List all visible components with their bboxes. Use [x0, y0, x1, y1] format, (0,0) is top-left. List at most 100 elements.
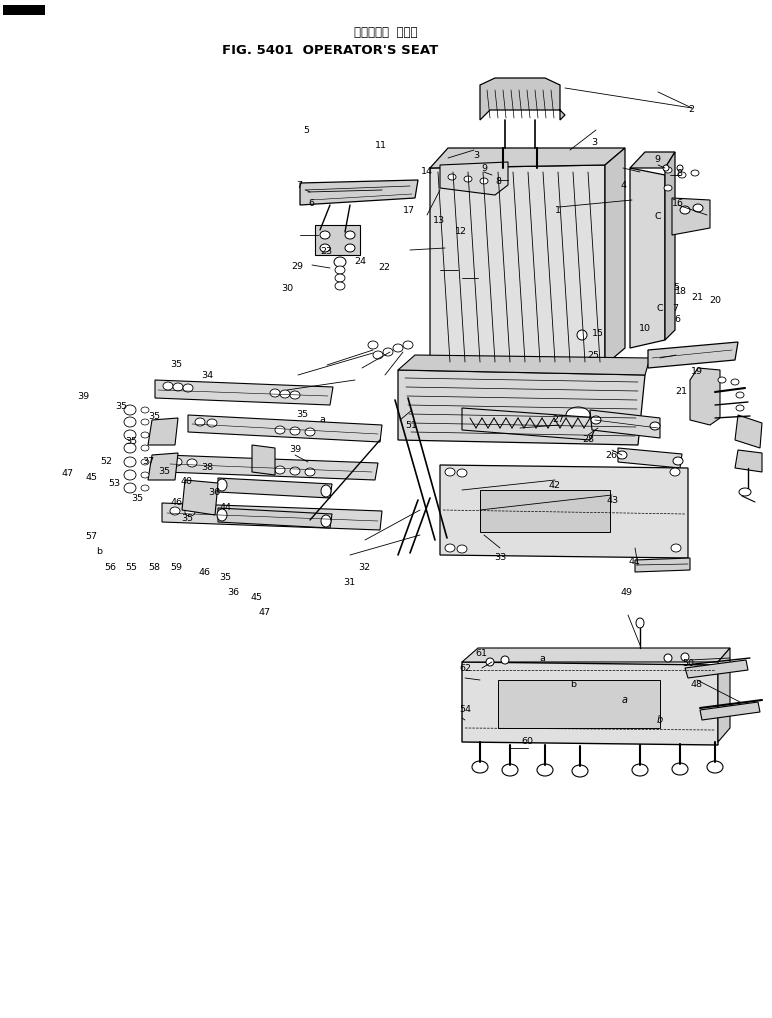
- Polygon shape: [162, 503, 382, 530]
- Text: 61: 61: [475, 649, 487, 658]
- Ellipse shape: [486, 658, 494, 666]
- Ellipse shape: [502, 764, 518, 776]
- Ellipse shape: [632, 764, 648, 776]
- Ellipse shape: [680, 206, 690, 214]
- Ellipse shape: [305, 428, 315, 436]
- Text: 40: 40: [181, 477, 193, 486]
- Ellipse shape: [124, 417, 136, 427]
- Ellipse shape: [141, 419, 149, 425]
- Text: 1: 1: [555, 207, 561, 215]
- Ellipse shape: [457, 469, 467, 477]
- Ellipse shape: [217, 509, 227, 521]
- Ellipse shape: [321, 515, 331, 527]
- Polygon shape: [635, 558, 690, 572]
- Ellipse shape: [368, 341, 378, 349]
- Ellipse shape: [124, 443, 136, 453]
- Ellipse shape: [693, 204, 703, 212]
- Ellipse shape: [480, 178, 488, 184]
- Text: 3: 3: [473, 152, 479, 160]
- Ellipse shape: [124, 483, 136, 493]
- Text: 53: 53: [108, 479, 120, 488]
- Bar: [3, 5, 45, 15]
- Text: 15: 15: [592, 330, 604, 338]
- Text: 35: 35: [296, 410, 309, 418]
- Text: オペレータ  シート: オペレータ シート: [354, 25, 418, 39]
- Text: a: a: [622, 695, 628, 705]
- Polygon shape: [218, 478, 332, 498]
- Text: 35: 35: [131, 495, 144, 503]
- Text: 48: 48: [690, 680, 703, 688]
- Polygon shape: [648, 342, 738, 367]
- Polygon shape: [252, 445, 275, 475]
- Text: 6: 6: [308, 200, 314, 208]
- Text: 35: 35: [170, 360, 182, 369]
- Polygon shape: [718, 648, 730, 742]
- Ellipse shape: [172, 458, 182, 466]
- Ellipse shape: [290, 427, 300, 435]
- Text: 9: 9: [654, 156, 660, 164]
- Polygon shape: [430, 148, 625, 168]
- Bar: [480, 490, 610, 532]
- Ellipse shape: [577, 330, 587, 340]
- Text: 43: 43: [606, 497, 618, 505]
- Ellipse shape: [664, 654, 672, 662]
- Ellipse shape: [566, 407, 590, 423]
- Ellipse shape: [217, 479, 227, 491]
- Ellipse shape: [383, 348, 393, 356]
- Text: 62: 62: [459, 665, 472, 673]
- Text: 57: 57: [85, 532, 97, 541]
- Polygon shape: [672, 197, 710, 235]
- Text: 27: 27: [552, 415, 564, 423]
- Text: 2: 2: [688, 106, 694, 114]
- Ellipse shape: [445, 468, 455, 476]
- Polygon shape: [398, 355, 650, 375]
- Text: 42: 42: [548, 482, 560, 490]
- Polygon shape: [315, 225, 360, 254]
- Ellipse shape: [670, 468, 680, 476]
- Polygon shape: [165, 455, 378, 480]
- Ellipse shape: [195, 418, 205, 426]
- Ellipse shape: [445, 544, 455, 552]
- Ellipse shape: [275, 426, 285, 434]
- Text: 19: 19: [691, 367, 703, 376]
- Text: 52: 52: [100, 457, 113, 465]
- Polygon shape: [300, 180, 418, 205]
- Text: 5: 5: [673, 283, 679, 291]
- Polygon shape: [148, 453, 178, 480]
- Ellipse shape: [739, 488, 751, 496]
- Ellipse shape: [335, 282, 345, 290]
- Text: 21: 21: [691, 293, 703, 301]
- Ellipse shape: [664, 185, 672, 191]
- Ellipse shape: [393, 344, 403, 352]
- Ellipse shape: [141, 472, 149, 478]
- Ellipse shape: [650, 422, 660, 430]
- Text: FIG. 5401  OPERATOR'S SEAT: FIG. 5401 OPERATOR'S SEAT: [222, 44, 438, 57]
- Text: 24: 24: [354, 258, 367, 266]
- Text: 44: 44: [219, 504, 232, 512]
- Text: 11: 11: [375, 142, 388, 150]
- Ellipse shape: [207, 419, 217, 427]
- Ellipse shape: [141, 445, 149, 451]
- Ellipse shape: [290, 391, 300, 399]
- Ellipse shape: [345, 231, 355, 239]
- Ellipse shape: [663, 165, 669, 171]
- Text: 47: 47: [259, 609, 271, 617]
- Text: 3: 3: [591, 138, 598, 147]
- Text: 36: 36: [208, 489, 221, 497]
- Polygon shape: [735, 450, 762, 472]
- Polygon shape: [148, 418, 178, 445]
- Ellipse shape: [141, 459, 149, 465]
- Ellipse shape: [707, 761, 723, 773]
- Text: 33: 33: [494, 554, 506, 562]
- Text: 22: 22: [378, 264, 391, 272]
- Ellipse shape: [677, 165, 683, 171]
- Text: 26: 26: [605, 451, 618, 459]
- Ellipse shape: [681, 653, 689, 661]
- Text: 45: 45: [85, 473, 97, 482]
- Ellipse shape: [591, 416, 601, 425]
- Ellipse shape: [671, 544, 681, 552]
- Polygon shape: [440, 162, 508, 195]
- Ellipse shape: [124, 405, 136, 415]
- Text: 29: 29: [291, 263, 303, 271]
- Polygon shape: [462, 648, 730, 662]
